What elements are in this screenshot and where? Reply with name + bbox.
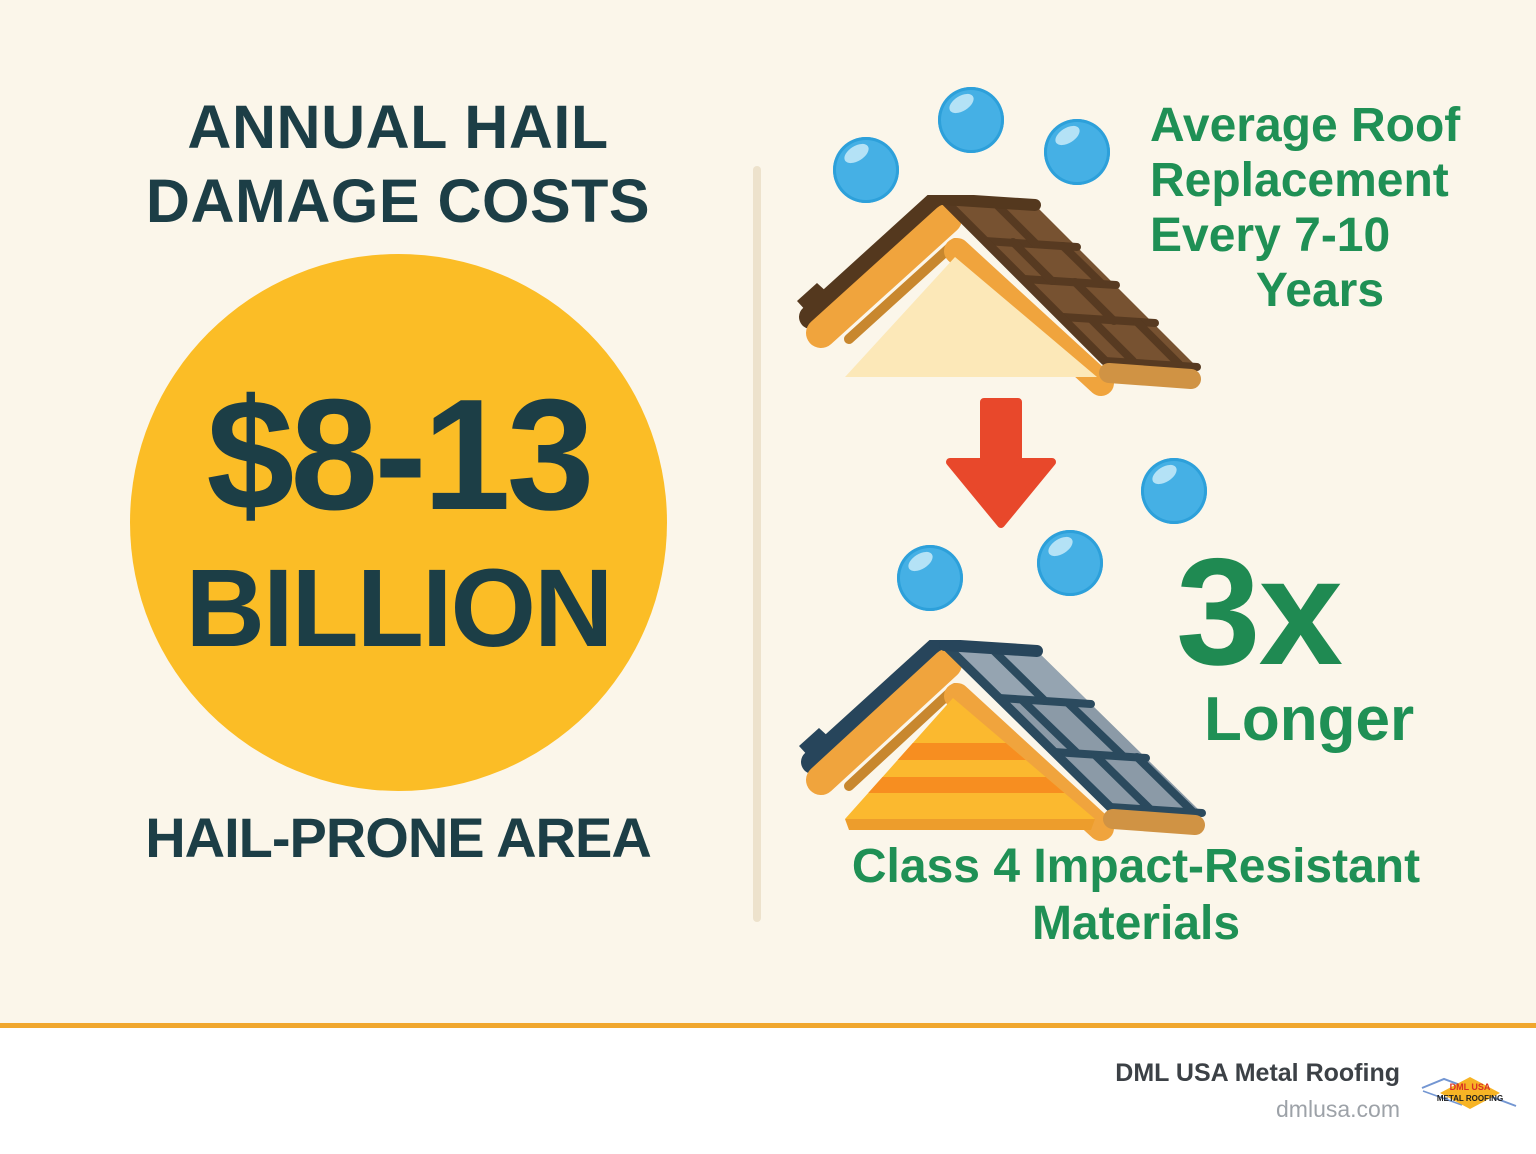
page-title-line2: DAMAGE COSTS <box>145 167 651 235</box>
footer-background <box>0 1028 1536 1154</box>
footer-text: DML USA Metal Roofing dmlusa.com <box>1115 1058 1400 1122</box>
section-divider <box>753 166 761 922</box>
gold-rule <box>0 1023 1536 1028</box>
before-label-line1: Average Roof <box>1150 99 1461 152</box>
website-url: dmlusa.com <box>1276 1096 1400 1122</box>
hail-prone-caption: HAIL-PRONE AREA <box>145 806 652 869</box>
hailstone-icon <box>1044 119 1110 185</box>
multiplier-value: 3x <box>1176 527 1343 697</box>
shingle-roof-icon <box>797 195 1201 396</box>
logo-diamond <box>1440 1077 1500 1109</box>
before-label-line4: Years <box>1255 264 1385 317</box>
hailstone-icon <box>938 87 1004 153</box>
multiplier-label: Longer <box>1204 685 1415 754</box>
company-logo: DML USA METAL ROOFING <box>1421 1077 1517 1109</box>
before-label-line2: Replacement <box>1150 154 1449 207</box>
before-label-line3: Every 7-10 <box>1150 209 1391 262</box>
stat-unit: BILLION <box>185 546 614 670</box>
after-caption-line2: Materials <box>1031 897 1241 950</box>
hailstone-icon <box>897 545 963 611</box>
stat-value: $8-13 <box>206 366 594 543</box>
metal-roof-icon <box>799 640 1206 841</box>
down-arrow-icon <box>946 398 1056 528</box>
company-name: DML USA Metal Roofing <box>1115 1059 1400 1087</box>
hailstone-icon <box>1037 530 1103 596</box>
hailstone-icon <box>1141 458 1207 524</box>
logo-text-line2: METAL ROOFING <box>1437 1094 1503 1103</box>
after-caption-line1: Class 4 Impact-Resistant <box>851 840 1421 893</box>
after-caption: Class 4 Impact-Resistant Materials <box>806 838 1466 952</box>
page-title-line1: ANNUAL HAIL <box>187 93 609 161</box>
logo-text-line1: DML USA <box>1450 1082 1491 1092</box>
stat-circle: $8-13 BILLION <box>130 254 667 791</box>
page-title: ANNUAL HAIL DAMAGE COSTS <box>100 90 696 238</box>
hailstone-icon <box>833 137 899 203</box>
before-label: Average Roof Replacement Every 7-10 Year… <box>1150 98 1490 318</box>
